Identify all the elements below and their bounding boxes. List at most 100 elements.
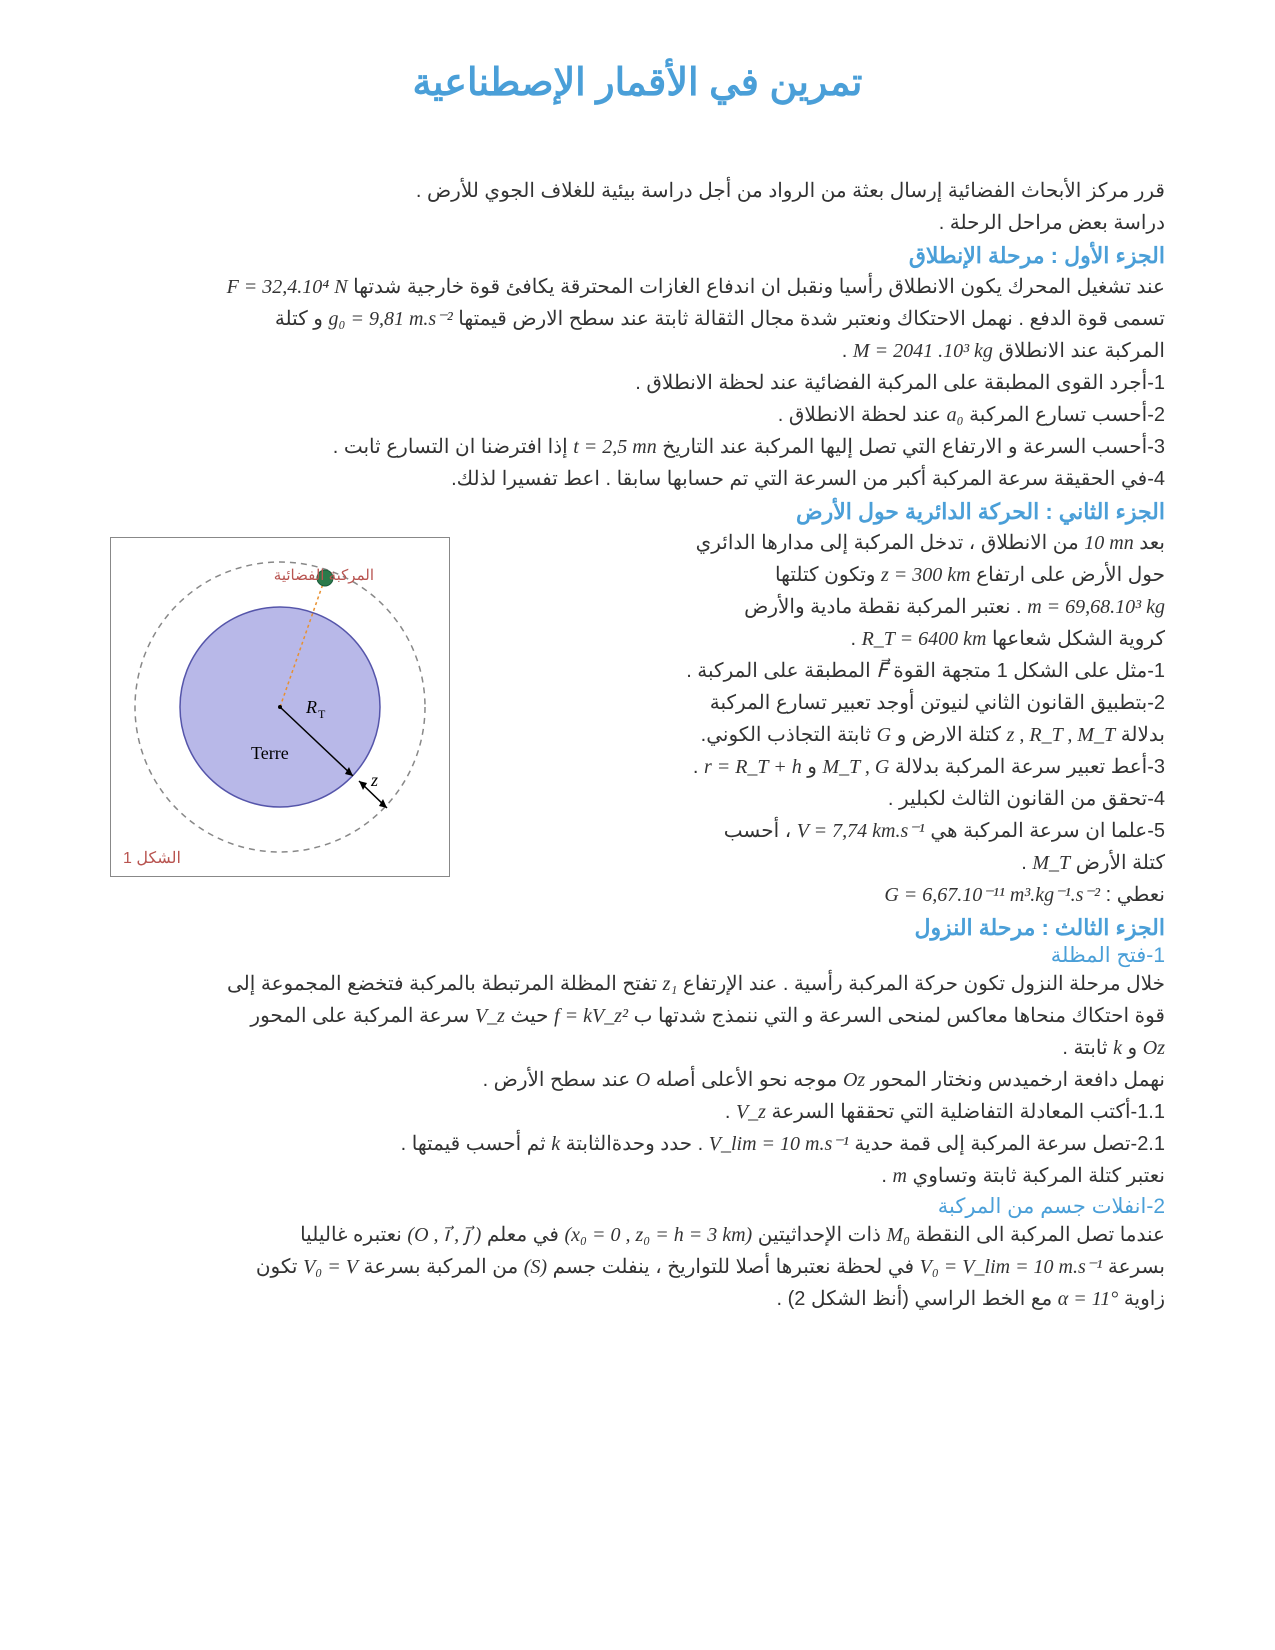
p3-q21d-t: نعتبر كتلة المركبة ثابتة وتساوي	[907, 1165, 1165, 1187]
p3-k2: k	[551, 1133, 560, 1155]
p2-q3a: 3-أعط تعبير سرعة المركبة بدلالة	[889, 756, 1165, 778]
p3-V0: V₀ = V_lim = 10 m.s⁻¹	[920, 1256, 1103, 1278]
p2-l2a: حول الأرض على ارتفاع	[971, 564, 1165, 586]
p1-l3b: .	[842, 340, 848, 362]
p2-q5c-t: كتلة الأرض	[1070, 852, 1165, 874]
p3-s1-l3c: ثابتة .	[1062, 1037, 1107, 1059]
p1-q2b: عند لحظة الانطلاق .	[778, 404, 941, 426]
part2-heading: الجزء الثاني : الحركة الدائرية حول الأرض	[110, 499, 1165, 525]
p2-l1b: من الانطلاق ، تدخل المركبة إلى مدارها ال…	[696, 532, 1079, 554]
p2-q4: 4-تحقق من القانون الثالث لكبلير .	[470, 783, 1165, 815]
p2-give-t: نعطي :	[1100, 884, 1165, 906]
p2-l3: m = 69,68.10³ kg . نعتبر المركبة نقطة ما…	[470, 591, 1165, 623]
p2-l1: بعد 10 mn من الانطلاق ، تدخل المركبة إلى…	[470, 527, 1165, 559]
p1-q3b: إذا افترضنا ان التسارع ثابت .	[333, 436, 568, 458]
p2-r: r = R_T + h	[704, 756, 802, 778]
p2-q2bb: كتلة الارض و	[891, 724, 1001, 746]
p2-q1a: 1-مثل على الشكل 1 متجهة القوة	[888, 660, 1165, 682]
p3-q11b: .	[725, 1101, 731, 1123]
p3-q21: 2.1-تصل سرعة المركبة إلى قمة حدية V_lim …	[110, 1128, 1165, 1160]
p2-10mn: 10 mn	[1084, 532, 1133, 554]
part1-heading: الجزء الأول : مرحلة الإنطلاق	[110, 243, 1165, 269]
p3-s2-l1: عندما تصل المركبة الى النقطة M₀ ذات الإح…	[110, 1219, 1165, 1251]
p1-q1: 1-أجرد القوى المطبقة على المركبة الفضائي…	[110, 367, 1165, 399]
p2-l4a: كروية الشكل شعاعها	[986, 628, 1165, 650]
p3-s1-l4b: موجه نحو الأعلى أصله	[650, 1069, 837, 1091]
p2-q5c: كتلة الأرض M_T .	[470, 847, 1165, 879]
figure-1-container: R T z المركبة الفضائية Terre الشكل 1	[110, 537, 450, 877]
svg-text:T: T	[318, 707, 326, 721]
p1-line2: تسمى قوة الدفع . نهمل الاحتكاك ونعتبر شد…	[110, 303, 1165, 335]
p2-F: F⃗	[876, 660, 888, 682]
p3-O: O	[636, 1069, 650, 1091]
p2-q1b: المطبقة على المركبة .	[686, 660, 870, 682]
orbit-diagram-icon: R T z	[111, 538, 449, 876]
p3-s2-heading: 2-انفلات جسم من المركبة	[110, 1194, 1165, 1219]
p3-q11: 1.1-أكتب المعادلة التفاضلية التي تحققها …	[110, 1096, 1165, 1128]
p2-give: نعطي : G = 6,67.10⁻¹¹ m³.kg⁻¹.s⁻²	[470, 879, 1165, 911]
p1-q4: 4-في الحقيقة سرعة المركبة أكبر من السرعة…	[110, 463, 1165, 495]
p1-q2a: 2-أحسب تسارع المركبة	[964, 404, 1165, 426]
p2-l2: حول الأرض على ارتفاع z = 300 km وتكون كت…	[470, 559, 1165, 591]
p3-s1-l4a: نهمل دافعة ارخميدس ونختار المحور	[865, 1069, 1165, 1091]
p3-s2-l2d: تكون	[256, 1256, 298, 1278]
part2-row: بعد 10 mn من الانطلاق ، تدخل المركبة إلى…	[110, 527, 1165, 911]
p2-q3: 3-أعط تعبير سرعة المركبة بدلالة M_T , G …	[470, 751, 1165, 783]
svg-text:z: z	[370, 770, 378, 790]
p3-s1-l1a: خلال مرحلة النزول تكون حركة المركبة رأسي…	[677, 973, 1165, 995]
p2-q2v: z , R_T , M_T	[1007, 724, 1116, 746]
p3-s1-l3b: و	[1122, 1037, 1137, 1059]
part2-text: بعد 10 mn من الانطلاق ، تدخل المركبة إلى…	[470, 527, 1165, 911]
p3-Vz: V_z	[475, 1005, 505, 1027]
p2-m: m = 69,68.10³ kg	[1027, 596, 1165, 618]
intro-1: قرر مركز الأبحاث الفضائية إرسال بعثة من …	[110, 175, 1165, 207]
p2-q2ba: بدلالة	[1115, 724, 1165, 746]
figure-1: R T z المركبة الفضائية Terre الشكل 1	[110, 537, 450, 877]
p3-q21c: ثم أحسب قيمتها .	[401, 1133, 546, 1155]
p1-l3a: المركبة عند الانطلاق	[993, 340, 1165, 362]
p3-coords: (x₀ = 0 , z₀ = h = 3 km)	[565, 1224, 753, 1246]
p1-l2a: تسمى قوة الدفع . نهمل الاحتكاك ونعتبر شد…	[453, 308, 1165, 330]
p2-z: z = 300 km	[881, 564, 971, 586]
p2-q2bc: ثابتة التجاذب الكوني.	[701, 724, 871, 746]
svg-text:R: R	[305, 697, 317, 717]
p3-Oz: Oz	[1143, 1037, 1165, 1059]
p3-s2-l1d: نعتبره غاليليا	[300, 1224, 402, 1246]
p2-V: V = 7,74 km.s⁻¹	[797, 820, 925, 842]
p2-q2: 2-بتطبيق القانون الثاني لنيوتن أوجد تعبي…	[470, 687, 1165, 719]
fig-terre-label: Terre	[251, 743, 289, 764]
p3-f: f = kV_z²	[554, 1005, 628, 1027]
p2-q1: 1-مثل على الشكل 1 متجهة القوة F⃗ المطبقة…	[470, 655, 1165, 687]
fig-caption: الشكل 1	[123, 848, 181, 868]
p3-frame: (O , i⃗ , j⃗ )	[407, 1224, 481, 1246]
p3-Vz2: V_z	[736, 1101, 766, 1123]
p1-line3: المركبة عند الانطلاق M = 2041 .10³ kg .	[110, 335, 1165, 367]
p1-l1a: عند تشغيل المحرك يكون الانطلاق رأسيا ونق…	[348, 276, 1165, 298]
part3-heading: الجزء الثالث : مرحلة النزول	[110, 915, 1165, 941]
p1-l2b: و كتلة	[275, 308, 323, 330]
p1-q2: 2-أحسب تسارع المركبة a₀ عند لحظة الانطلا…	[110, 399, 1165, 431]
p2-q3v: M_T , G	[822, 756, 889, 778]
p3-z1: z₁	[663, 973, 678, 995]
p3-s2-l2b: في لحظة نعتبرها أصلا للتواريخ ، ينفلت جس…	[547, 1256, 914, 1278]
p3-M0: M₀	[886, 1224, 910, 1246]
p2-q5d: .	[1021, 852, 1027, 874]
p3-s1-l4c: عند سطح الأرض .	[483, 1069, 631, 1091]
p2-q5a: 5-علما ان سرعة المركبة هي	[925, 820, 1165, 842]
p3-alpha: α = 11°	[1058, 1288, 1119, 1310]
p2-q5: 5-علما ان سرعة المركبة هي V = 7,74 km.s⁻…	[470, 815, 1165, 847]
p2-Gval: G = 6,67.10⁻¹¹ m³.kg⁻¹.s⁻²	[884, 884, 1100, 906]
p3-Oz2: Oz	[843, 1069, 865, 1091]
p3-s1-l1b: تفتح المظلة المرتبطة بالمركبة فتخضع المج…	[227, 973, 657, 995]
p3-s2-l3b: مع الخط الراسي (أنظ الشكل 2) .	[776, 1288, 1052, 1310]
p1-a0: a₀	[947, 404, 964, 426]
p2-l2b: وتكون كتلتها	[775, 564, 875, 586]
p2-l3b: . نعتبر المركبة نقطة مادية والأرض	[744, 596, 1021, 618]
p3-q21d: نعتبر كتلة المركبة ثابتة وتساوي m .	[110, 1160, 1165, 1192]
page-title: تمرين في الأقمار الإصطناعية	[110, 60, 1165, 105]
p3-s1-l3: Oz و k ثابتة .	[110, 1032, 1165, 1064]
p2-q3c: .	[693, 756, 699, 778]
p3-q21b: . حدد وحدةالثابتة	[560, 1133, 703, 1155]
p2-q3b: و	[802, 756, 817, 778]
p3-q11a: 1.1-أكتب المعادلة التفاضلية التي تحققها …	[766, 1101, 1165, 1123]
